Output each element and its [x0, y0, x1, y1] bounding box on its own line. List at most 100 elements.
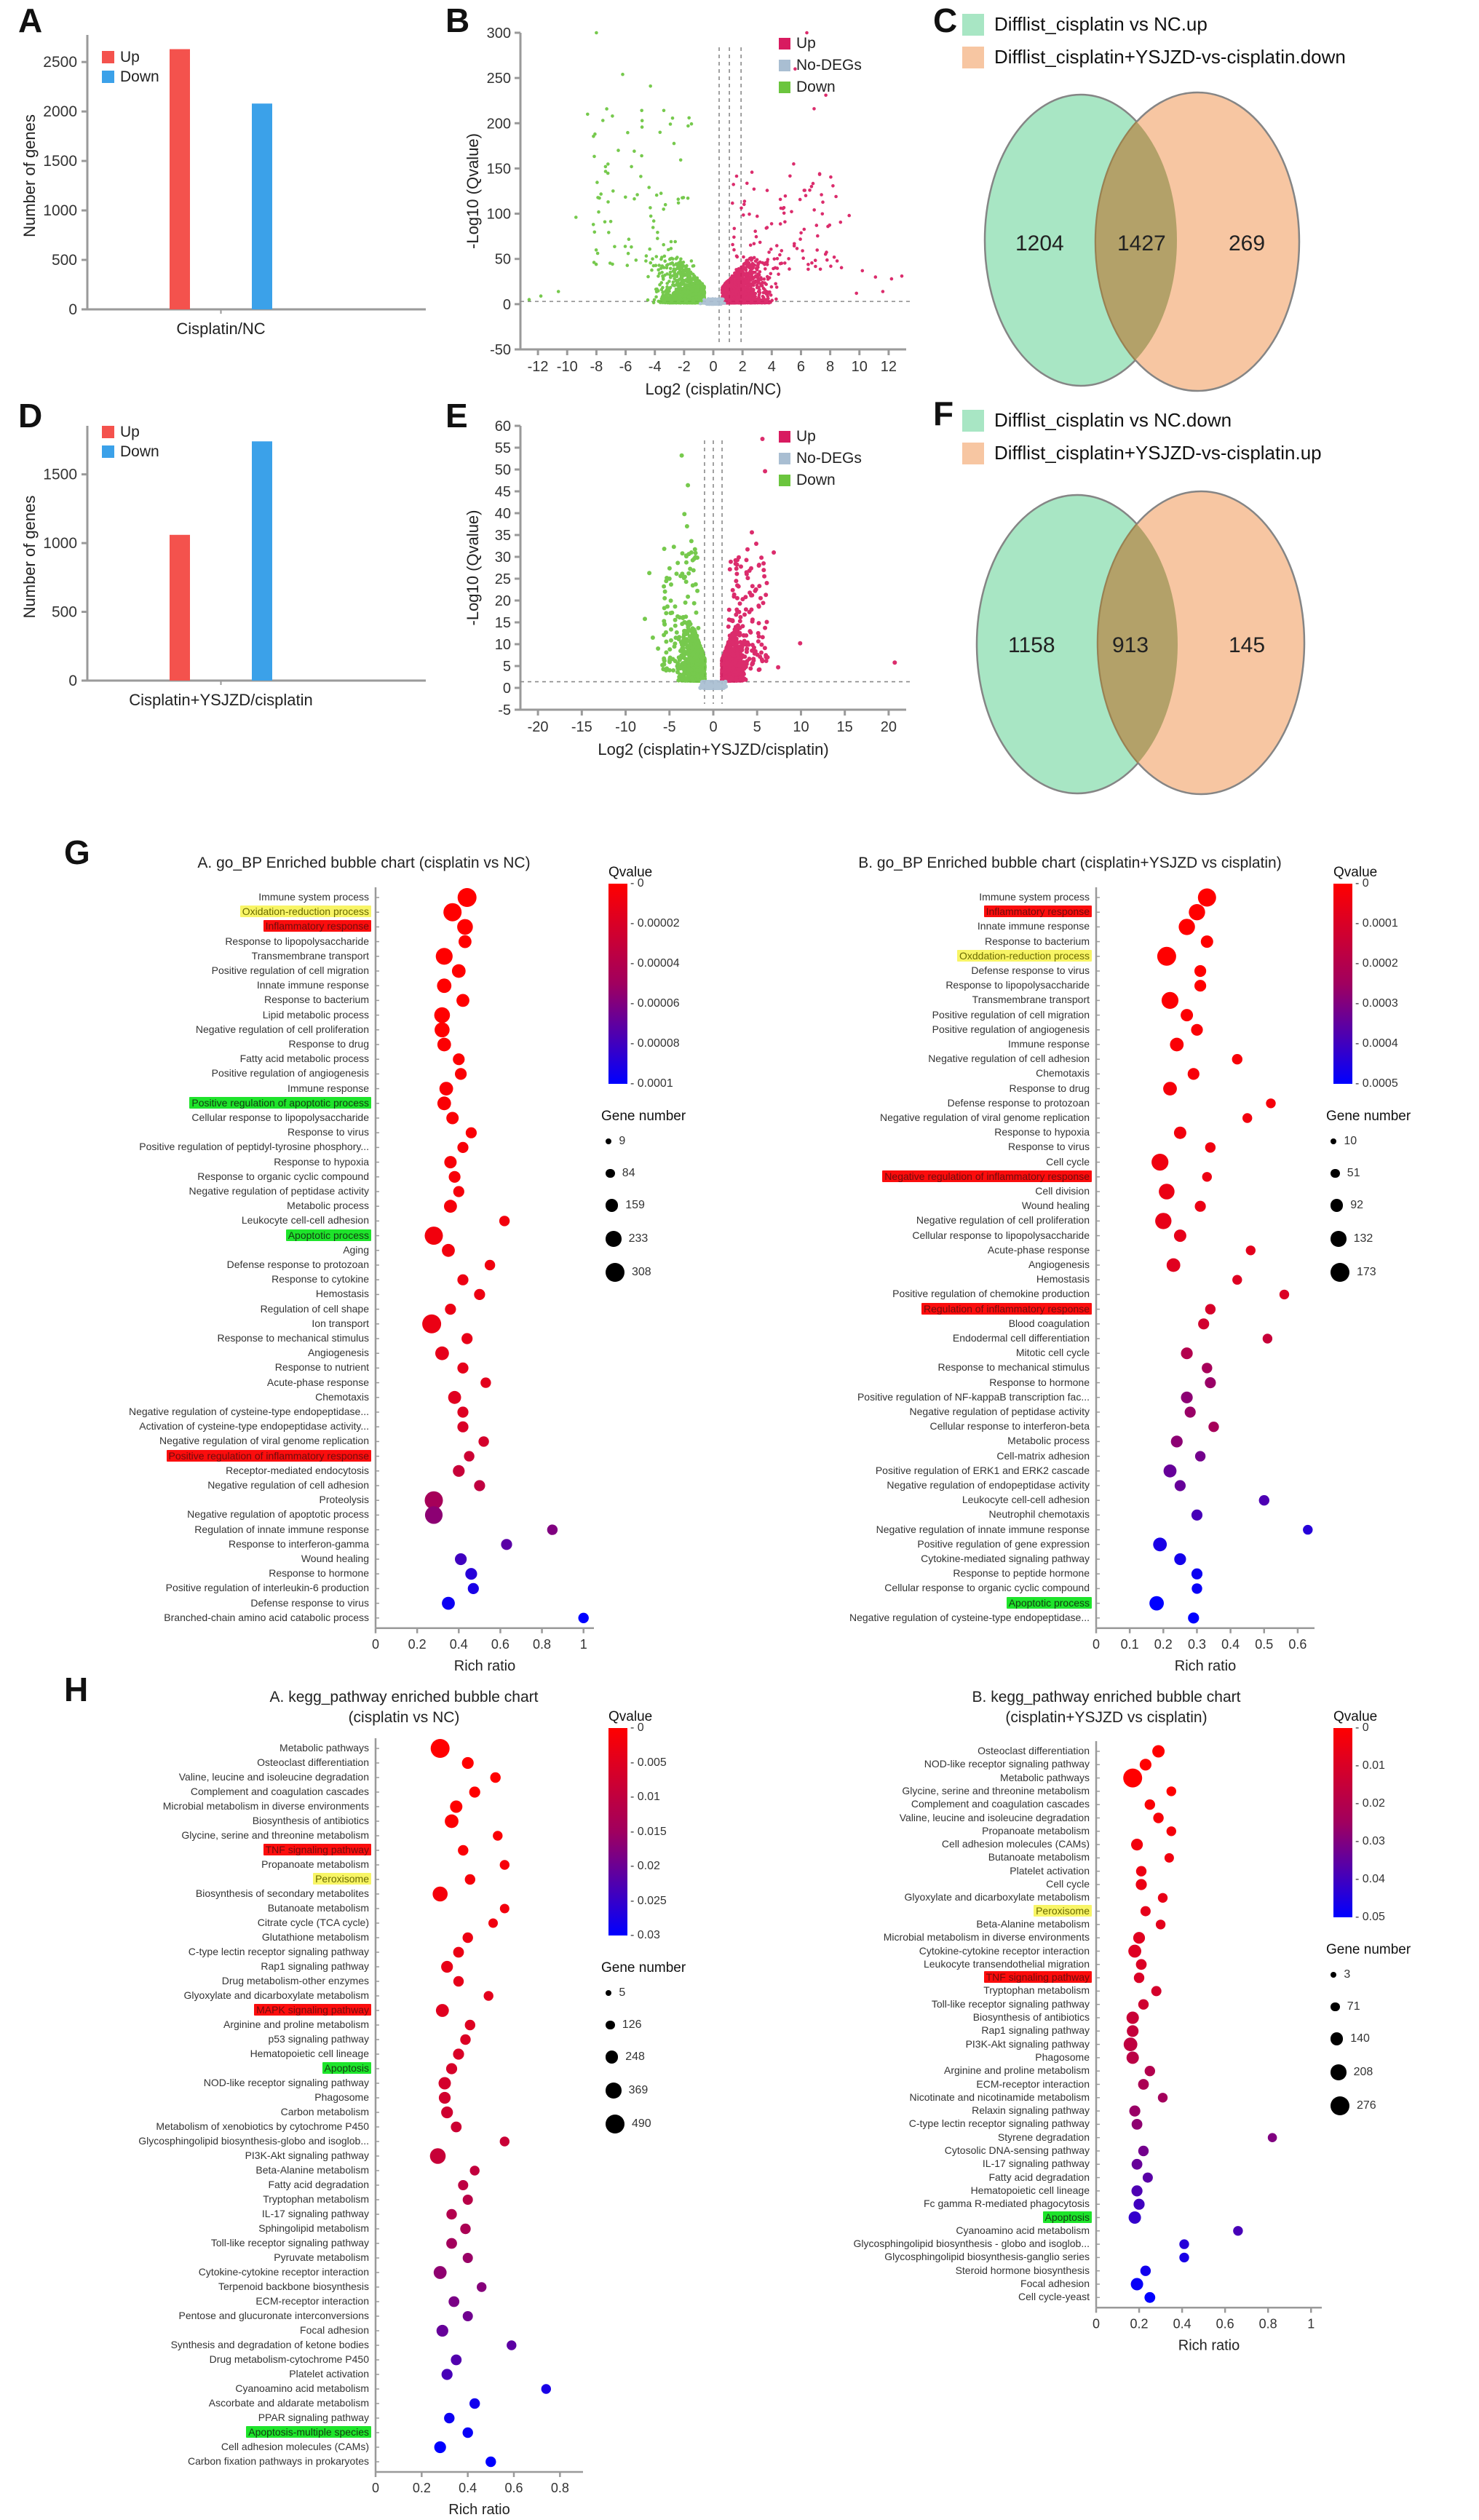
gene-number-legend-row: 132: [1331, 1231, 1373, 1247]
bubble: [1151, 1154, 1169, 1171]
venn-count-right: 145: [1229, 633, 1266, 657]
bubble-row-label: Response to nutrient: [274, 1361, 369, 1374]
bubble: [1205, 1304, 1216, 1315]
bubble-row-label: Cell cycle-yeast: [1018, 2291, 1090, 2303]
y-axis-tick: 50: [495, 252, 511, 268]
gene-size-dot: [1331, 1168, 1340, 1178]
bubble: [499, 1903, 509, 1914]
x-axis-tick: 0: [372, 1637, 379, 1652]
x-axis-tick: -20: [528, 719, 549, 735]
bubble-row-label: Platelet activation: [1010, 1864, 1090, 1877]
bubble: [490, 1772, 501, 1783]
bubble-row-label: Transmembrane transport: [251, 949, 369, 962]
x-axis-tick: 0.3: [1188, 1637, 1206, 1652]
x-axis-label: Rich ratio: [1175, 1658, 1236, 1674]
bubble: [1135, 1959, 1147, 1970]
bubble: [435, 1022, 450, 1038]
bubble-row-label: Positive regulation of interleukin-6 pro…: [165, 1582, 369, 1594]
bubble: [424, 1506, 443, 1524]
legend-label: Up: [120, 49, 140, 66]
bubble: [1245, 1245, 1256, 1256]
gene-number-legend-row: 5: [606, 1986, 625, 2000]
bubble-row-label: Microbial metabolism in diverse environm…: [162, 1800, 369, 1812]
bubble: [493, 1831, 503, 1841]
bubble-row-label: Glycosphingolipid biosynthesis-ganglio s…: [884, 2251, 1090, 2263]
venn-count-overlap: 1427: [1117, 231, 1166, 255]
y-axis-tick: 0: [503, 297, 511, 313]
bubble-row-label: Defense response to virus: [971, 964, 1090, 976]
bubble-row-label: Metabolic process: [1007, 1435, 1090, 1447]
bubble: [1138, 1999, 1149, 2010]
bubble: [1144, 1799, 1156, 1810]
bubble: [541, 2384, 551, 2394]
bubble: [435, 948, 453, 965]
y-axis-tick: 1500: [43, 467, 77, 483]
panel-letter-b: B: [445, 1, 470, 39]
bubble-row-label: Regulation of cell shape: [260, 1302, 369, 1315]
legend-swatch: [779, 38, 790, 49]
bubble: [424, 1227, 443, 1245]
panel-letter-f: F: [933, 395, 954, 432]
gene-size-dot: [606, 1989, 612, 1997]
bubble-row-label: Pyruvate metabolism: [274, 2251, 369, 2263]
bubble-row-label: Arginine and proline metabolism: [944, 2064, 1090, 2077]
bubble: [434, 1007, 451, 1023]
x-axis-tick: -5: [663, 719, 676, 735]
legend-label: No-DEGs: [796, 57, 862, 74]
x-axis-tick: 15: [837, 719, 853, 735]
bubble: [483, 1991, 493, 2001]
bubble: [443, 903, 462, 922]
bubble: [457, 1421, 469, 1433]
y-axis-tick: 1000: [43, 202, 77, 219]
bubble: [499, 1860, 509, 1870]
bubble: [464, 1451, 475, 1462]
bubble-row-label: Response to hypoxia: [274, 1155, 369, 1168]
x-axis-tick: 1: [1307, 2316, 1315, 2331]
bubble: [1267, 2133, 1277, 2142]
bubble: [1157, 946, 1176, 966]
bubble-row-label: Oxddation-reduction process: [713, 949, 1092, 963]
qvalue-colorbar: [1333, 884, 1352, 1084]
y-axis-tick: 2500: [43, 54, 77, 71]
legend-swatch: [779, 60, 790, 71]
x-axis-tick: -8: [590, 359, 603, 375]
bubble: [462, 2427, 473, 2438]
bubble-row-label: Relaxin signaling pathway: [972, 2104, 1090, 2117]
y-axis-title: -Log10 (Qvalue): [464, 133, 482, 249]
bubble: [448, 1170, 461, 1183]
bubble-row-label: MAPK signaling pathway: [0, 2003, 371, 2017]
legend-label: Down: [796, 79, 836, 95]
x-axis-tick: 0: [1093, 1637, 1100, 1652]
bubble: [437, 1037, 451, 1052]
bubble: [446, 2208, 457, 2220]
legend-swatch: [962, 13, 984, 36]
bubble: [1184, 1406, 1196, 1418]
bubble: [1135, 1866, 1147, 1877]
bubble: [457, 1406, 469, 1418]
gene-size-dot: [1331, 2096, 1349, 2115]
bubble-row-label: Hemostasis: [315, 1288, 369, 1300]
bubble: [1191, 1568, 1203, 1580]
bubble: [1181, 1391, 1193, 1403]
gene-number-legend-row: 126: [606, 2018, 642, 2032]
gene-size-label: 140: [1350, 2032, 1370, 2045]
bubble: [1179, 2252, 1189, 2263]
gene-size-label: 126: [622, 2018, 642, 2031]
venn-count-left: 1158: [1008, 633, 1055, 657]
bubble-row-label: Oxidation-reduction process: [0, 905, 371, 919]
bubble-row-label: Metabolism of xenobiotics by cytochrome …: [156, 2120, 369, 2132]
bubble-row-label: PI3K-Akt signaling pathway: [965, 2037, 1090, 2050]
bubble-row-label: Cellular response to interferon-beta: [929, 1420, 1090, 1433]
bubble-row-label: Positive regulation of ERK1 and ERK2 cas…: [875, 1464, 1090, 1476]
bubble: [1140, 1906, 1151, 1917]
bubble-row-label: Styrene degradation: [997, 2131, 1090, 2143]
bubble-row-label: Angiogenesis: [1028, 1259, 1090, 1270]
bubble-row-label: TNF signaling pathway: [0, 1843, 371, 1857]
bubble: [1232, 1054, 1243, 1065]
bubble-row-label: Cellular response to organic cyclic comp…: [884, 1582, 1090, 1594]
bubble: [1191, 1509, 1203, 1521]
bubble: [457, 1362, 469, 1374]
x-axis-tick: 0.6: [504, 2481, 523, 2495]
x-axis-tick: 20: [881, 719, 897, 735]
bubble: [1151, 1986, 1162, 1997]
